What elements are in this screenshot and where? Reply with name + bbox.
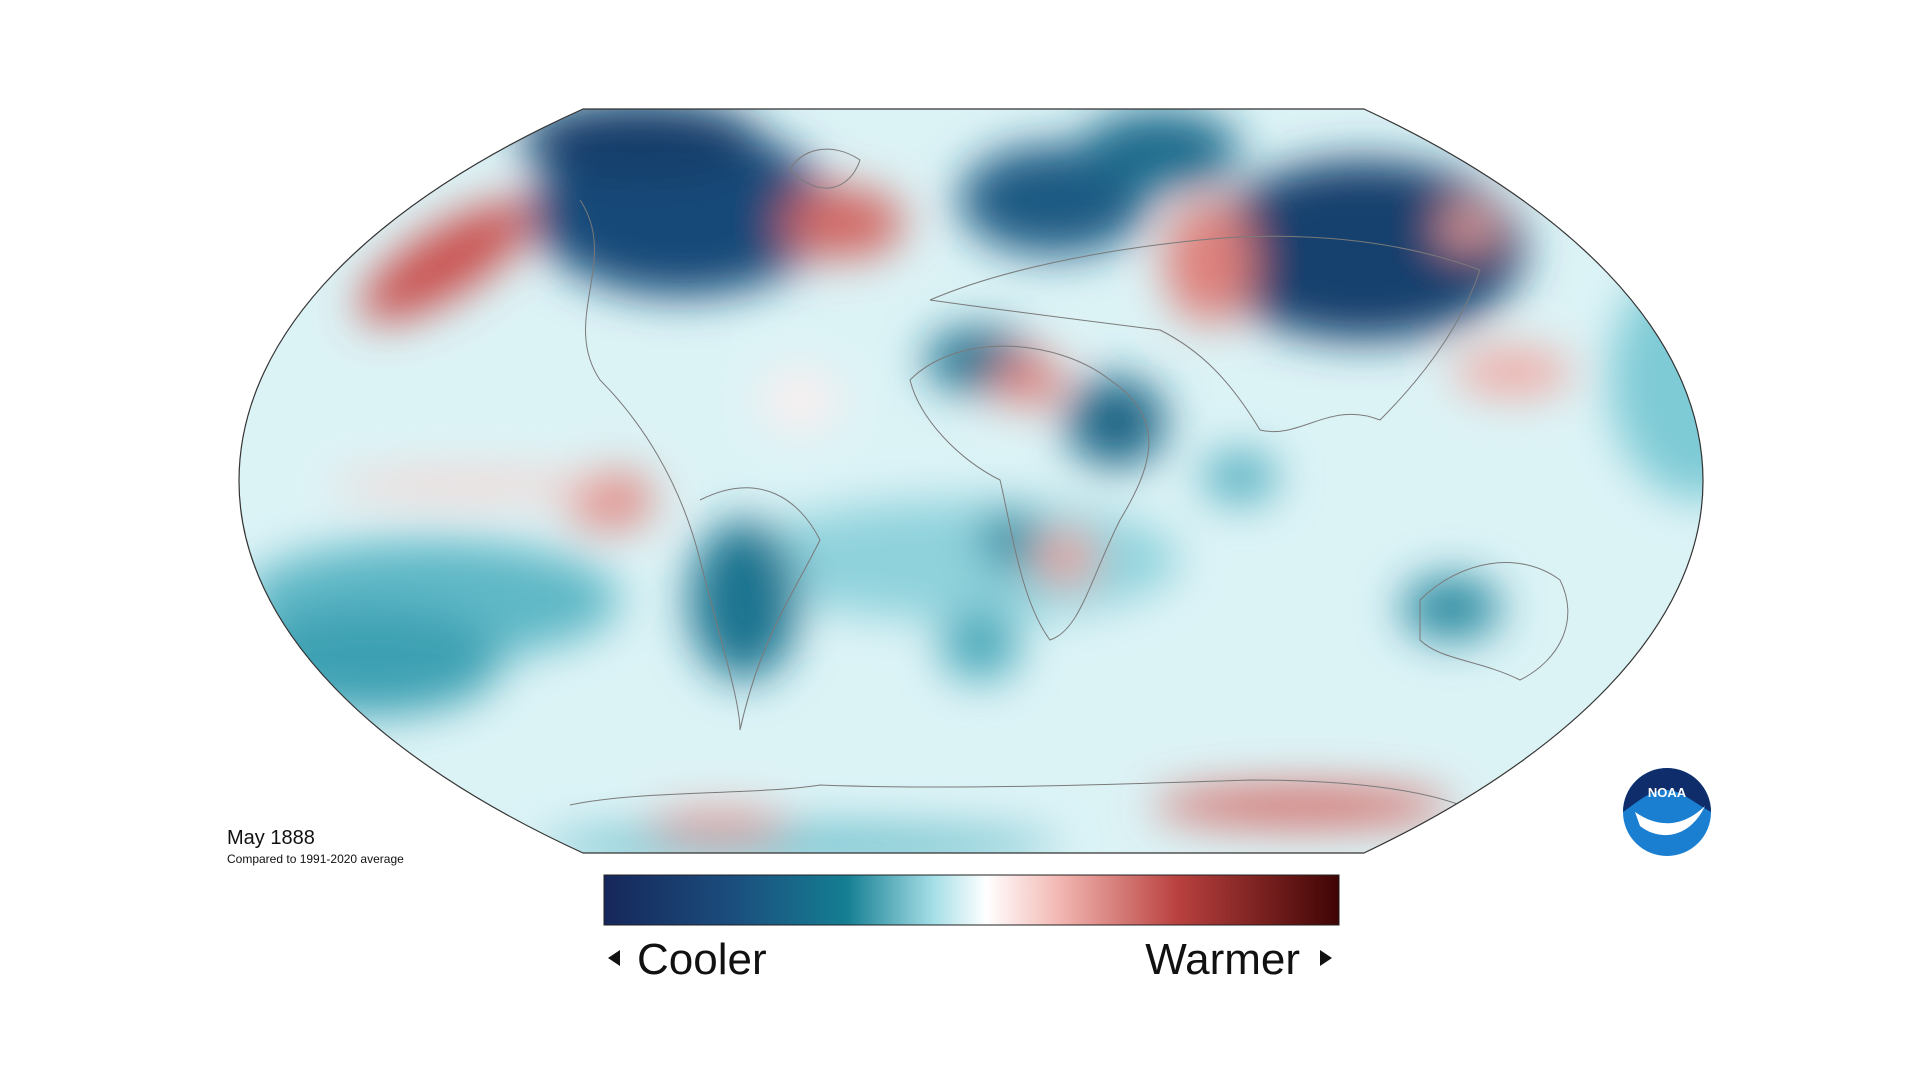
- arrow-right: [1320, 950, 1332, 966]
- cool-area: [980, 510, 1040, 570]
- noaa-logo: NOAA: [1623, 768, 1711, 856]
- cool-area: [740, 500, 1180, 620]
- cool-area: [242, 605, 502, 715]
- coastline: [579, 199, 741, 731]
- cool-area: [1080, 110, 1240, 190]
- coastline: [789, 148, 861, 189]
- warm-area: [359, 201, 533, 323]
- cool-area: [1204, 160, 1524, 340]
- warm-area: [1453, 348, 1573, 396]
- anomaly-field: [240, 109, 1703, 853]
- coastline: [699, 487, 821, 731]
- map-outline: [238, 108, 1704, 854]
- cool-area: [940, 610, 1020, 680]
- map-subtitle: Compared to 1991-2020 average: [227, 852, 404, 866]
- coastline: [569, 779, 1461, 806]
- warm-area: [1164, 200, 1254, 324]
- coastlines: [569, 148, 1569, 806]
- logo-bird: [1635, 806, 1705, 836]
- warm-area: [330, 471, 610, 499]
- coastline: [929, 235, 1481, 432]
- coastline: [1419, 562, 1569, 681]
- warm-area: [1152, 786, 1452, 826]
- warm-area: [781, 187, 905, 259]
- warm-area: [649, 811, 789, 839]
- warm-area: [993, 354, 1065, 406]
- warm-area: [760, 370, 840, 430]
- logo-top: [1623, 768, 1711, 812]
- cool-area: [1066, 377, 1166, 467]
- logo-label: NOAA: [1648, 785, 1687, 800]
- legend-low: Cooler: [637, 935, 767, 984]
- arrow-left: [608, 950, 620, 966]
- warm-area: [1034, 532, 1098, 584]
- cool-area: [1610, 260, 1703, 500]
- legend-high: Warmer: [1145, 935, 1300, 984]
- cool-area: [540, 825, 1060, 853]
- cool-area: [520, 109, 760, 180]
- colorbar: [603, 874, 1340, 926]
- map-title: May 1888: [227, 827, 315, 849]
- warm-area: [1438, 208, 1498, 248]
- coastline: [909, 345, 1150, 641]
- cool-area: [1401, 576, 1501, 640]
- cool-area: [1202, 451, 1278, 503]
- cool-area: [689, 520, 799, 680]
- anomaly-map: [239, 109, 1703, 853]
